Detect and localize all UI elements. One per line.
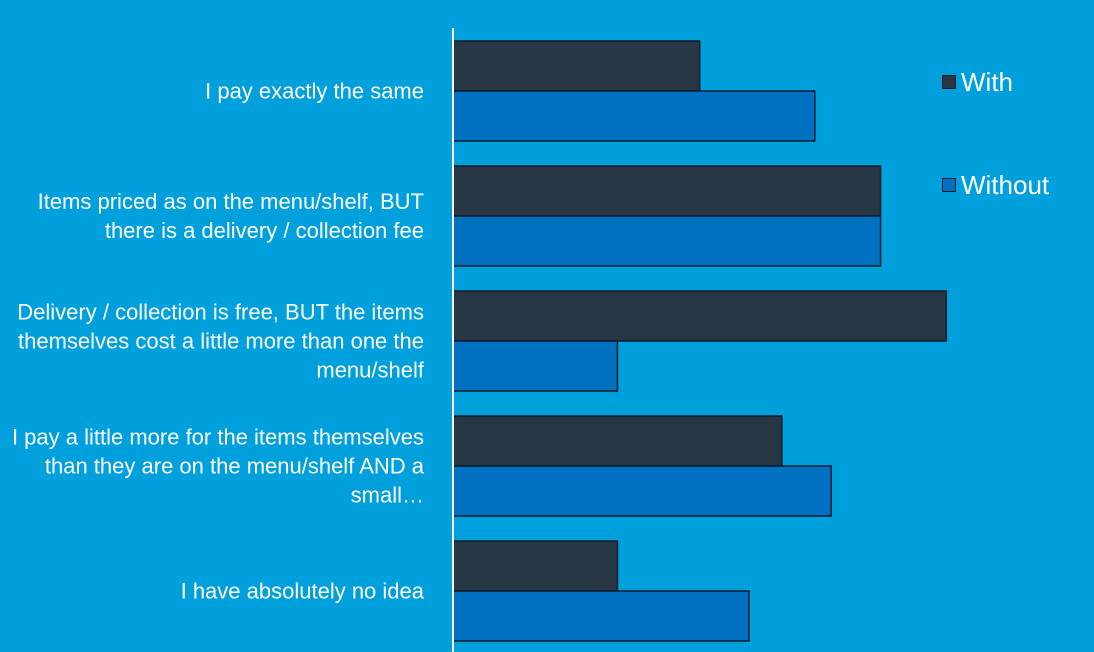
bar-without-2 xyxy=(452,340,619,392)
category-label: I pay a little more for the items themse… xyxy=(11,424,424,508)
category-label: Delivery / collection is free, BUT the i… xyxy=(17,299,424,383)
legend: With Without xyxy=(942,64,1049,270)
legend-item-without: Without xyxy=(942,167,1049,203)
legend-item-with: With xyxy=(942,64,1049,100)
bar-with-0 xyxy=(452,40,701,92)
bar-without-1 xyxy=(452,215,882,267)
bar-without-3 xyxy=(452,465,832,517)
bars-group xyxy=(452,40,948,642)
legend-label-with: With xyxy=(961,66,1013,97)
bar-without-4 xyxy=(452,590,750,642)
category-label: I have absolutely no idea xyxy=(180,578,424,604)
bar-with-4 xyxy=(452,540,619,592)
bar-without-0 xyxy=(452,90,816,142)
legend-swatch-without xyxy=(942,178,956,192)
bar-with-2 xyxy=(452,290,948,342)
legend-swatch-with xyxy=(942,75,956,89)
legend-label-without: Without xyxy=(961,169,1050,200)
category-label: Items priced as on the menu/shelf, BUT t… xyxy=(37,189,424,243)
bar-with-3 xyxy=(452,415,783,467)
category-label: I pay exactly the same xyxy=(205,78,424,104)
bar-with-1 xyxy=(452,165,882,217)
